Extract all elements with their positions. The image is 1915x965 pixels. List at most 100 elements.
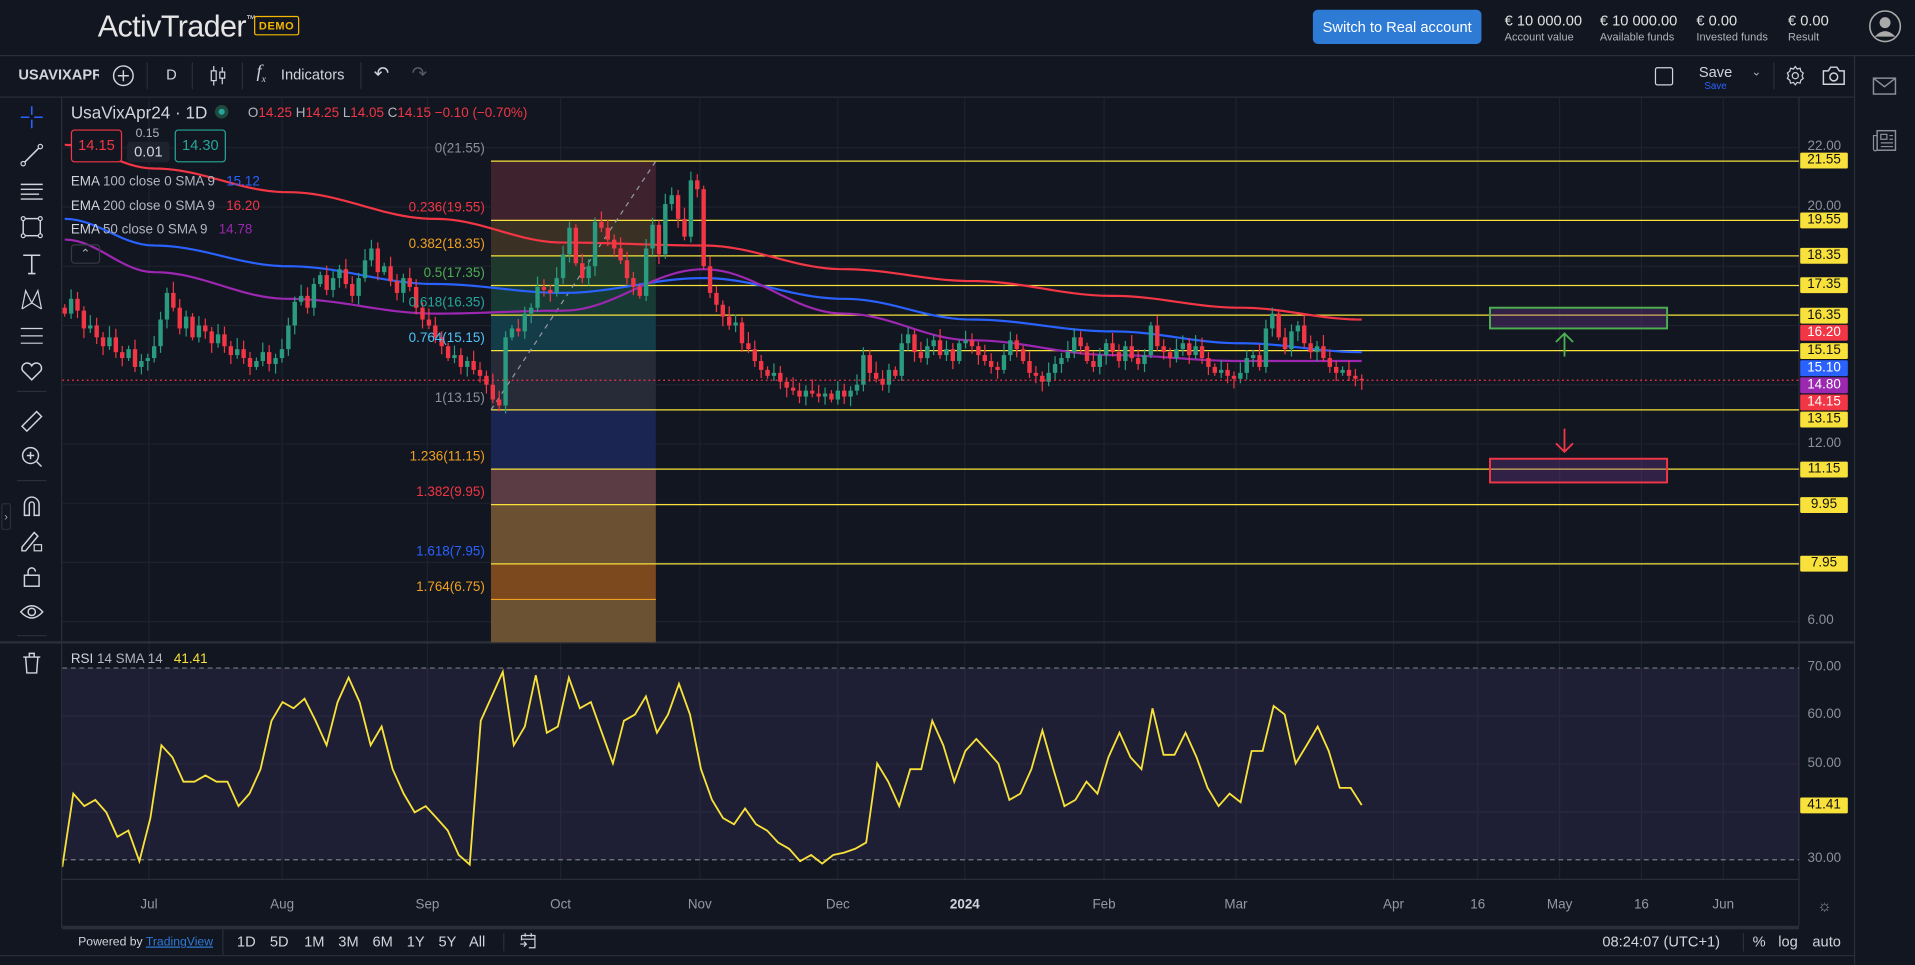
range-button-5d[interactable]: 5D xyxy=(269,933,289,951)
eye-visibility-icon[interactable] xyxy=(17,598,46,625)
candle-body xyxy=(183,316,189,329)
ema-100-legend[interactable]: EMA 100 close 0 SMA 9 15.12 xyxy=(70,174,260,190)
time-tick-label: 16 xyxy=(1633,897,1649,913)
fib-level-label: 0.236(19.55) xyxy=(408,200,485,216)
buy-button[interactable]: 14.30 xyxy=(174,129,226,163)
tradingview-link[interactable]: TradingView xyxy=(145,935,214,949)
range-button-all[interactable]: All xyxy=(468,933,486,951)
collapse-legend-chevron-icon[interactable]: ⌃ xyxy=(70,244,101,264)
fib-level-label: 0.5(17.35) xyxy=(423,265,485,281)
range-button-6m[interactable]: 6M xyxy=(372,933,393,951)
candle-body xyxy=(164,292,170,320)
expand-toolbar-chevron-icon[interactable]: › xyxy=(1,503,11,531)
candle-body xyxy=(1180,343,1186,350)
fib-level-label: 1.764(6.75) xyxy=(416,579,485,595)
range-button-3m[interactable]: 3M xyxy=(338,933,359,951)
candle-body xyxy=(720,304,726,317)
compare-add-icon[interactable] xyxy=(112,65,134,93)
fib-band xyxy=(490,220,656,256)
messages-envelope-icon[interactable] xyxy=(1872,77,1897,101)
target-down-zone xyxy=(1489,457,1669,484)
range-button-1m[interactable]: 1M xyxy=(304,933,325,951)
redo-icon[interactable]: ↷ xyxy=(411,63,427,85)
screenshot-camera-icon[interactable] xyxy=(1822,66,1845,92)
trend-line-icon[interactable] xyxy=(17,142,46,169)
trash-icon[interactable] xyxy=(17,650,46,677)
symbol-search[interactable]: USAVIXAPR xyxy=(18,65,99,84)
fibonacci-icon[interactable] xyxy=(17,322,46,349)
candle-body xyxy=(612,239,617,249)
candle-body xyxy=(1148,325,1154,356)
switch-to-real-account-button[interactable]: Switch to Real account xyxy=(1312,9,1482,44)
crosshair-icon[interactable] xyxy=(17,104,46,131)
chart-theme-sun-icon[interactable]: ☼ xyxy=(1817,896,1832,915)
undo-icon[interactable]: ↶ xyxy=(373,63,390,85)
candle-body xyxy=(292,301,297,326)
logo: ActivTrader™ xyxy=(97,9,256,44)
percent-scale-toggle[interactable]: % xyxy=(1752,933,1766,951)
candle-body xyxy=(707,266,713,293)
candle-body xyxy=(1206,358,1211,367)
candle-body xyxy=(330,278,336,290)
rsi-tick-label: 50.00 xyxy=(1807,755,1842,771)
ruler-measure-icon[interactable] xyxy=(17,408,46,435)
candle-body xyxy=(1142,355,1147,364)
save-button[interactable]: Save Save xyxy=(1698,63,1733,92)
candle-body xyxy=(1046,372,1051,382)
powered-by: Powered by TradingView xyxy=(78,935,214,949)
time-tick-label: 2024 xyxy=(949,897,980,913)
lock-drawings-pencil-icon[interactable] xyxy=(17,528,46,555)
candle-body xyxy=(976,346,981,356)
go-to-date-calendar-icon[interactable] xyxy=(519,932,537,956)
rectangle-icon[interactable] xyxy=(17,214,46,241)
magnet-icon[interactable] xyxy=(17,492,46,519)
settings-gear-icon[interactable] xyxy=(1784,65,1806,93)
candle-body xyxy=(509,328,515,338)
candle-body xyxy=(650,224,655,249)
candle-body xyxy=(618,248,623,261)
candle-body xyxy=(886,369,892,385)
text-tool-icon[interactable] xyxy=(17,250,46,277)
candle-body xyxy=(522,313,527,332)
sell-button[interactable]: 14.15 xyxy=(70,129,123,163)
auto-scale-toggle[interactable]: auto xyxy=(1812,933,1841,951)
favorites-heart-icon[interactable] xyxy=(17,358,46,385)
arrow-up-icon xyxy=(1555,332,1574,357)
candle-body xyxy=(1340,369,1345,373)
rsi-legend[interactable]: RSI 14 SMA 14 41.41 xyxy=(70,652,208,667)
news-newspaper-icon[interactable] xyxy=(1872,129,1897,157)
invested-funds: € 0.00 Invested funds xyxy=(1696,12,1768,43)
lock-icon[interactable] xyxy=(17,563,46,590)
fullscreen-checkbox-icon[interactable] xyxy=(1654,67,1674,86)
candle-body xyxy=(337,269,342,279)
save-menu-chevron-icon[interactable]: ⌄ xyxy=(1751,65,1762,80)
price-badge: 15.10 xyxy=(1800,359,1848,376)
zoom-in-icon[interactable] xyxy=(17,443,46,470)
candle-body xyxy=(758,361,764,370)
range-button-1y[interactable]: 1Y xyxy=(406,933,425,951)
ema-200-legend[interactable]: EMA 200 close 0 SMA 9 16.20 xyxy=(70,199,260,214)
candle-body xyxy=(1244,358,1249,373)
candle-body xyxy=(107,337,112,347)
avatar-icon[interactable] xyxy=(1869,10,1902,43)
horizontal-lines-icon[interactable] xyxy=(17,178,46,205)
range-button-1d[interactable]: 1D xyxy=(236,933,256,951)
candle-body xyxy=(68,298,74,314)
log-scale-toggle[interactable]: log xyxy=(1778,933,1798,951)
candles-chart-type-icon[interactable] xyxy=(209,65,229,93)
pattern-icon[interactable] xyxy=(17,286,46,313)
rsi-badge: 41.41 xyxy=(1800,797,1848,814)
price-badge: 19.55 xyxy=(1800,212,1848,229)
indicators-button[interactable]: Indicators xyxy=(280,65,345,84)
range-button-5y[interactable]: 5Y xyxy=(438,933,457,951)
candle-body xyxy=(120,352,125,359)
time-tick-label: Nov xyxy=(687,897,712,913)
candle-body xyxy=(944,349,949,356)
fib-level-label: 0.382(18.35) xyxy=(408,236,485,251)
time-tick-label: Dec xyxy=(825,897,850,913)
header-divider xyxy=(0,54,1915,57)
interval-button[interactable]: D xyxy=(166,65,177,84)
ema-50-legend[interactable]: EMA 50 close 0 SMA 9 14.78 xyxy=(70,222,253,237)
candle-body xyxy=(254,361,259,367)
